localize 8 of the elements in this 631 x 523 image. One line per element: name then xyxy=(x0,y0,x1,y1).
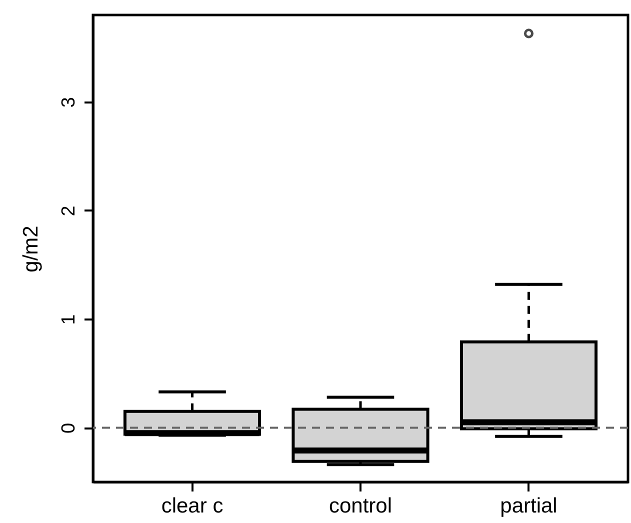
x-tick-label: partial xyxy=(500,494,558,518)
y-tick-label: 0 xyxy=(58,422,80,434)
y-tick-label: 2 xyxy=(58,206,80,216)
y-tick-label: 3 xyxy=(58,97,80,108)
x-tick-label: control xyxy=(328,494,392,518)
y-tick-label: 1 xyxy=(58,314,80,325)
y-axis-title: g/m2 xyxy=(20,226,42,272)
x-tick-label: clear c xyxy=(161,494,224,518)
